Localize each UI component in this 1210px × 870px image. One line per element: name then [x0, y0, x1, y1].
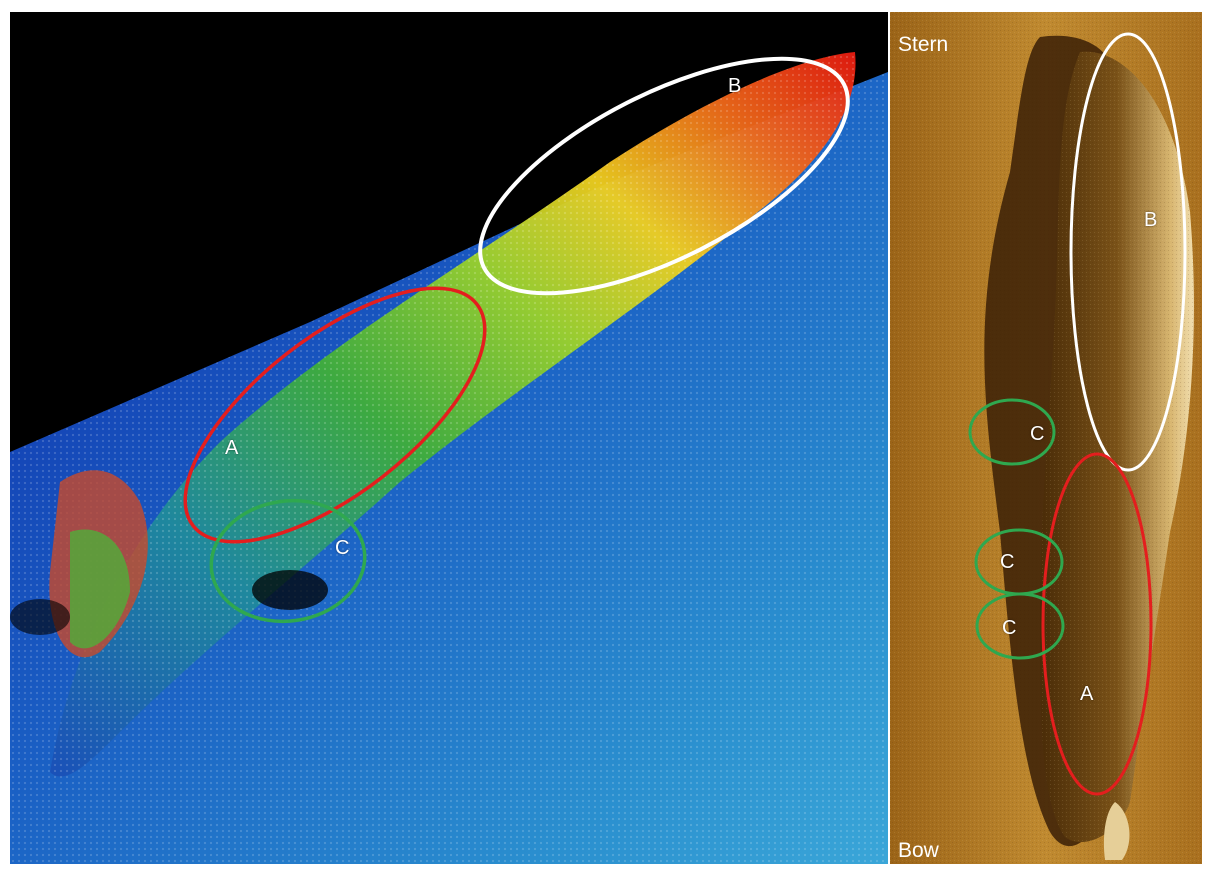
sonar-region-c1-label: C	[1030, 423, 1045, 445]
region-c-outline	[209, 498, 367, 624]
bow-label: Bow	[898, 839, 939, 862]
region-b-outline	[478, 56, 850, 296]
region-c-label: C	[335, 537, 350, 559]
sonar-region-c1-outline	[968, 398, 1056, 466]
side-scan-sonar-view: Stern Bow B A C C C	[890, 12, 1202, 864]
multibeam-render	[10, 12, 888, 864]
sonar-region-c3-label: C	[1002, 617, 1017, 639]
sonar-region-c3-outline	[975, 592, 1065, 660]
region-a-label: A	[225, 437, 239, 459]
region-b-label: B	[728, 75, 742, 97]
stern-label: Stern	[898, 33, 949, 56]
region-a-outline	[183, 286, 487, 544]
sonar-region-b-outline	[1069, 32, 1187, 472]
sonar-region-a-outline	[1041, 452, 1153, 796]
multibeam-3d-view: B A C	[10, 12, 888, 864]
sonar-region-a-label: A	[1080, 683, 1094, 705]
sonar-region-b-label: B	[1144, 209, 1158, 231]
sonar-region-c2-label: C	[1000, 551, 1015, 573]
sonar-render	[890, 12, 1202, 864]
